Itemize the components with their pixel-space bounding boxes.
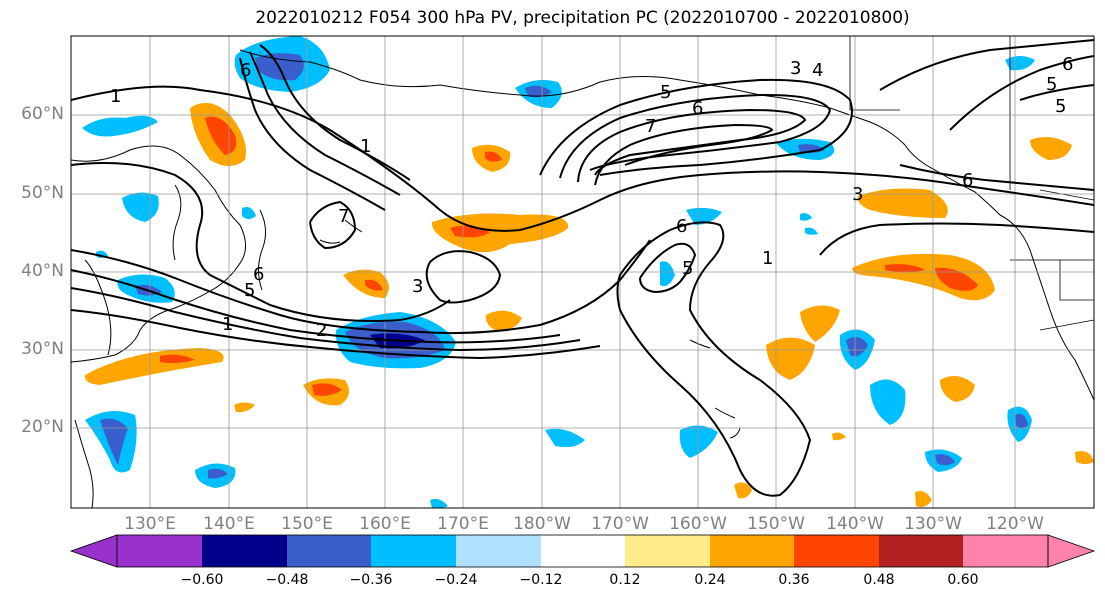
colorbar: [69, 534, 1096, 568]
colorbar-tick-label: −0.36: [349, 572, 393, 588]
lon-label: 130°E: [124, 514, 176, 534]
contour-label: 1: [360, 136, 371, 157]
borders: [849, 36, 1094, 331]
map-title: 2022010212 F054 300 hPa PV, precipitatio…: [255, 8, 910, 28]
lon-label: 160°W: [669, 514, 727, 534]
lon-label: 150°W: [747, 514, 805, 534]
colorbar-extend-high: [1047, 534, 1096, 568]
contour-label: 1: [222, 314, 233, 335]
lon-label: 140°E: [203, 514, 255, 534]
colorbar-tick-label: −0.24: [434, 572, 478, 588]
lat-label: 60°N: [21, 104, 64, 124]
contour-label: 7: [645, 116, 656, 137]
contour-label: 5: [244, 280, 255, 301]
colorbar-tick-label: 0.60: [947, 572, 979, 588]
lat-label: 30°N: [21, 339, 64, 359]
contour-label: 5: [1046, 74, 1057, 95]
colorbar-tick-label: −0.12: [519, 572, 563, 588]
colorbar-tick-label: 0.24: [694, 572, 726, 588]
contour-label: 3: [412, 276, 423, 297]
contour-label: 6: [1062, 54, 1073, 75]
colorbar-tick-label: 0.12: [609, 572, 641, 588]
contour-label: 5: [1055, 96, 1066, 117]
contour-label: 7: [338, 206, 349, 227]
colorbar-tick-label: 0.48: [863, 572, 895, 588]
lat-label: 50°N: [21, 183, 64, 203]
lon-label: 150°E: [281, 514, 333, 534]
map-frame: [70, 35, 1095, 509]
contour-label: 3: [790, 58, 801, 79]
contour-label: 5: [682, 258, 693, 279]
contour-label: 2: [316, 320, 327, 341]
lon-label: 170°E: [437, 514, 489, 534]
colorbar-extend-low: [69, 534, 118, 568]
lon-label: 160°E: [359, 514, 411, 534]
contour-label: 4: [812, 60, 823, 81]
contour-label: 6: [676, 216, 687, 237]
lat-label: 20°N: [21, 417, 64, 437]
lat-label: 40°N: [21, 261, 64, 281]
lon-label: 180°W: [513, 514, 571, 534]
contour-label: 6: [692, 98, 703, 119]
contour-label: 6: [240, 60, 251, 81]
lon-label: 120°W: [986, 514, 1044, 534]
lon-label: 140°W: [826, 514, 884, 534]
contour-label: 1: [762, 248, 773, 269]
contour-label: 3: [852, 184, 863, 205]
contour-label: 5: [660, 82, 671, 103]
contour-label: 6: [253, 264, 264, 285]
precip-positive-areas: [84, 102, 1094, 508]
pv-contours: [71, 39, 1094, 497]
colorbar-tick-label: 0.36: [778, 572, 810, 588]
pv-contour-labels: 1 6 1 7 6 5 1 2 3 7 6 5 3 4 6 5 1 3 6 5 …: [110, 54, 1073, 341]
colorbar-tick-label: −0.48: [265, 572, 309, 588]
contour-label: 6: [962, 170, 973, 191]
lon-label: 170°W: [591, 514, 649, 534]
coastlines: [71, 49, 1094, 508]
lon-label: 130°W: [904, 514, 962, 534]
colorbar-tick-label: −0.60: [180, 572, 224, 588]
graticule: [71, 36, 1094, 508]
contour-label: 1: [110, 86, 121, 107]
